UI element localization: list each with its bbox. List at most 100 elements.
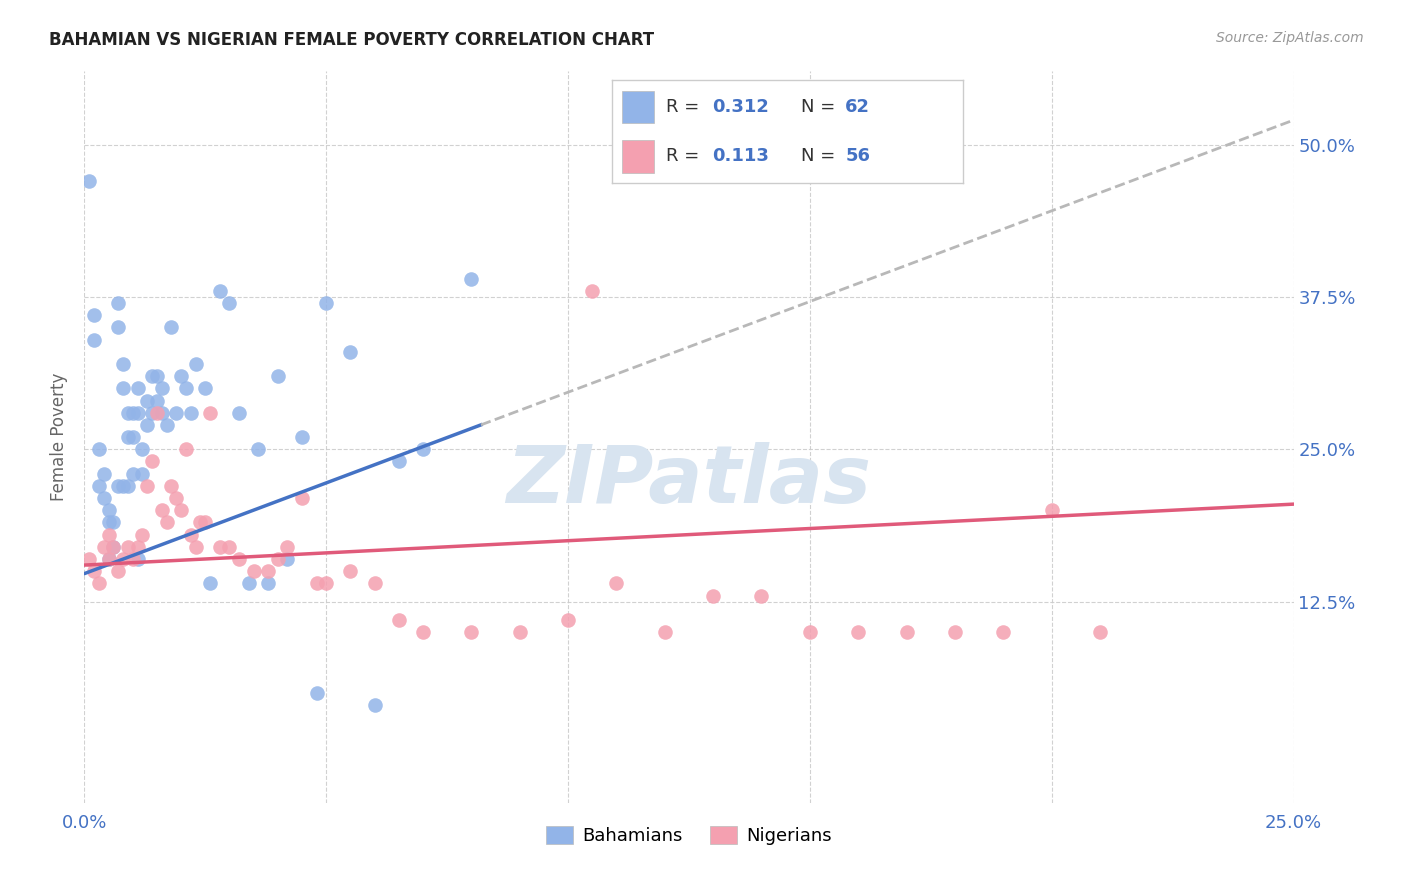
Point <box>107 320 129 334</box>
Point <box>93 540 115 554</box>
Point <box>150 381 173 395</box>
Point <box>97 503 120 517</box>
Point <box>242 564 264 578</box>
Point <box>276 552 298 566</box>
Text: R =: R = <box>666 147 704 165</box>
Point <box>460 625 482 640</box>
Point <box>198 406 221 420</box>
Point <box>97 527 120 541</box>
Point <box>509 625 531 640</box>
Point <box>1088 625 1111 640</box>
Point <box>97 552 120 566</box>
Point <box>184 357 207 371</box>
Point <box>993 625 1015 640</box>
Point <box>131 527 153 541</box>
Point <box>97 516 120 530</box>
Text: N =: N = <box>801 147 841 165</box>
Point <box>77 174 100 188</box>
Point <box>112 479 135 493</box>
Point <box>174 442 197 457</box>
Point <box>121 430 143 444</box>
Point <box>160 479 183 493</box>
Point <box>228 552 250 566</box>
Point <box>103 516 125 530</box>
Point <box>267 552 290 566</box>
Point <box>93 491 115 505</box>
Point <box>107 564 129 578</box>
Point <box>238 576 260 591</box>
Point <box>155 516 177 530</box>
Point <box>257 576 280 591</box>
Point <box>107 296 129 310</box>
Point <box>83 333 105 347</box>
Text: Source: ZipAtlas.com: Source: ZipAtlas.com <box>1216 31 1364 45</box>
Point <box>702 589 724 603</box>
Point <box>208 284 231 298</box>
Point <box>943 625 966 640</box>
Point <box>141 454 163 468</box>
Point <box>131 467 153 481</box>
Point <box>257 564 280 578</box>
Point <box>846 625 869 640</box>
Point <box>291 491 314 505</box>
Point <box>87 479 110 493</box>
Point <box>121 467 143 481</box>
Point <box>127 406 149 420</box>
Point <box>107 479 129 493</box>
Point <box>127 552 149 566</box>
Point <box>267 369 290 384</box>
Text: BAHAMIAN VS NIGERIAN FEMALE POVERTY CORRELATION CHART: BAHAMIAN VS NIGERIAN FEMALE POVERTY CORR… <box>49 31 654 49</box>
Point <box>87 442 110 457</box>
Text: N =: N = <box>801 98 841 116</box>
Y-axis label: Female Poverty: Female Poverty <box>51 373 69 501</box>
Point <box>141 369 163 384</box>
Point <box>208 540 231 554</box>
Point <box>103 540 125 554</box>
FancyBboxPatch shape <box>621 91 654 123</box>
Point <box>557 613 579 627</box>
Legend: Bahamians, Nigerians: Bahamians, Nigerians <box>538 819 839 852</box>
Point <box>121 552 143 566</box>
Text: 0.312: 0.312 <box>711 98 769 116</box>
Point <box>127 381 149 395</box>
Point <box>87 576 110 591</box>
Point <box>170 503 193 517</box>
Point <box>97 552 120 566</box>
Point <box>194 381 217 395</box>
Point <box>93 467 115 481</box>
Point <box>315 296 337 310</box>
Point <box>339 564 361 578</box>
Point <box>83 564 105 578</box>
Point <box>141 406 163 420</box>
Point <box>136 393 159 408</box>
Point <box>1040 503 1063 517</box>
Point <box>160 320 183 334</box>
Point <box>305 576 328 591</box>
Point <box>190 516 212 530</box>
Point <box>184 540 207 554</box>
Point <box>174 381 197 395</box>
Point <box>180 406 202 420</box>
Point <box>117 406 139 420</box>
Point <box>799 625 821 640</box>
Point <box>412 625 434 640</box>
Point <box>112 357 135 371</box>
Point <box>146 406 169 420</box>
Text: 56: 56 <box>845 147 870 165</box>
Point <box>654 625 676 640</box>
Point <box>170 369 193 384</box>
Point <box>180 527 202 541</box>
Point <box>218 540 240 554</box>
Point <box>247 442 270 457</box>
Point <box>228 406 250 420</box>
Point <box>218 296 240 310</box>
Text: R =: R = <box>666 98 704 116</box>
Point <box>83 308 105 322</box>
Point <box>103 540 125 554</box>
Point <box>136 417 159 432</box>
Point <box>155 417 177 432</box>
Point <box>896 625 918 640</box>
Point <box>388 454 411 468</box>
Point <box>581 284 603 298</box>
Point <box>305 686 328 700</box>
